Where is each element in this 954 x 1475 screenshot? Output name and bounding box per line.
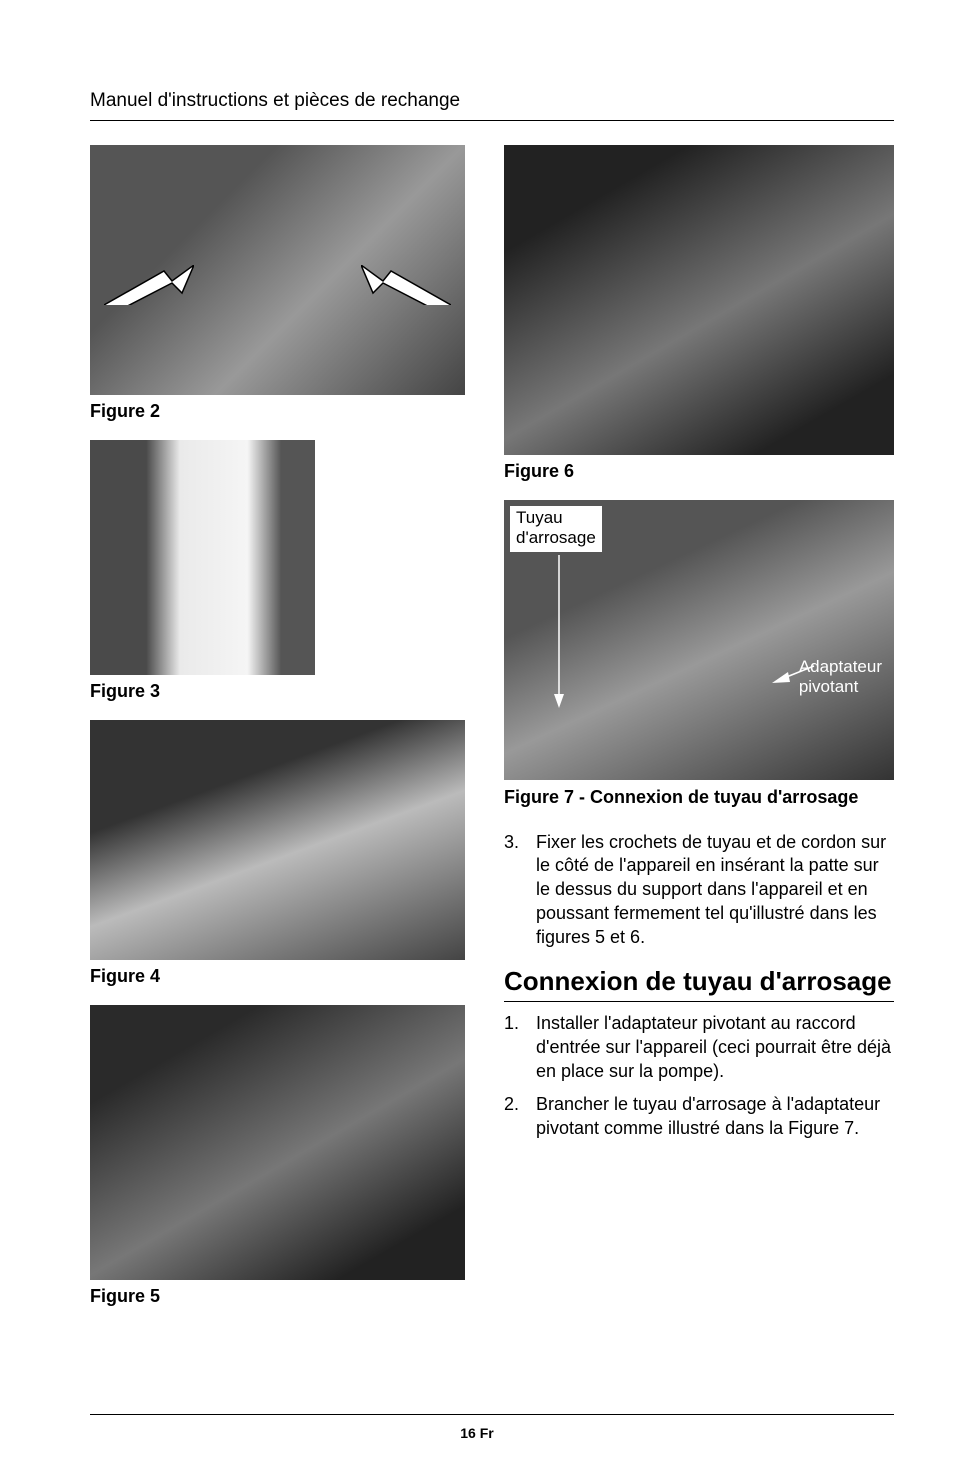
connexion-steps: 1. Installer l'adaptateur pivotant au ra…	[504, 1008, 894, 1141]
page-title: Manuel d'instructions et pièces de recha…	[90, 90, 894, 112]
figure-3-image	[90, 440, 315, 675]
step-3-text: Fixer les crochets de tuyau et de cordon…	[536, 831, 894, 950]
arrow-left-icon	[104, 265, 194, 305]
footer-rule	[90, 1414, 894, 1415]
figure-6-image	[504, 145, 894, 455]
figure-7: Tuyau d'arrosage Adaptateur pivotant Fig	[504, 500, 894, 809]
arrow-right-icon	[361, 265, 451, 305]
figure-4-image	[90, 720, 465, 960]
step-1-text: Installer l'adaptateur pivotant au racco…	[536, 1012, 894, 1083]
figure-5-image	[90, 1005, 465, 1280]
step-3-number: 3.	[504, 831, 536, 950]
figure-3-caption: Figure 3	[90, 681, 474, 702]
left-column: Figure 2 Figure 3 Figure 4 Figure 5	[90, 145, 474, 1307]
section-rule	[504, 1001, 894, 1002]
figure-7-caption: Figure 7 - Connexion de tuyau d'arrosage	[504, 786, 894, 809]
step-2-text: Brancher le tuyau d'arrosage à l'adaptat…	[536, 1093, 894, 1141]
figure-2-caption: Figure 2	[90, 401, 474, 422]
figure-5: Figure 5	[90, 1005, 474, 1307]
figure-7-label-adapt-line1: Adaptateur	[799, 657, 882, 676]
two-column-layout: Figure 2 Figure 3 Figure 4 Figure 5 Figu…	[90, 145, 894, 1307]
figure-4-caption: Figure 4	[90, 966, 474, 987]
figure-7-image: Tuyau d'arrosage Adaptateur pivotant	[504, 500, 894, 780]
figure-6: Figure 6	[504, 145, 894, 482]
page-number: 16 Fr	[0, 1425, 954, 1441]
right-column: Figure 6 Tuyau d'arrosage Adaptat	[504, 145, 894, 1307]
figure-3: Figure 3	[90, 440, 474, 702]
step-2-number: 2.	[504, 1093, 536, 1141]
figure-6-caption: Figure 6	[504, 461, 894, 482]
figure-7-label-adaptateur: Adaptateur pivotant	[793, 655, 888, 701]
figure-2-image	[90, 145, 465, 395]
section-heading-connexion: Connexion de tuyau d'arrosage	[504, 967, 894, 997]
figure-2: Figure 2	[90, 145, 474, 422]
step-1-number: 1.	[504, 1012, 536, 1083]
title-rule	[90, 120, 894, 121]
figure-7-label-adapt-line2: pivotant	[799, 677, 859, 696]
figure-5-caption: Figure 5	[90, 1286, 474, 1307]
figure-7-annotations	[504, 500, 894, 780]
figure-4: Figure 4	[90, 720, 474, 987]
step-3: 3. Fixer les crochets de tuyau et de cor…	[504, 827, 894, 950]
